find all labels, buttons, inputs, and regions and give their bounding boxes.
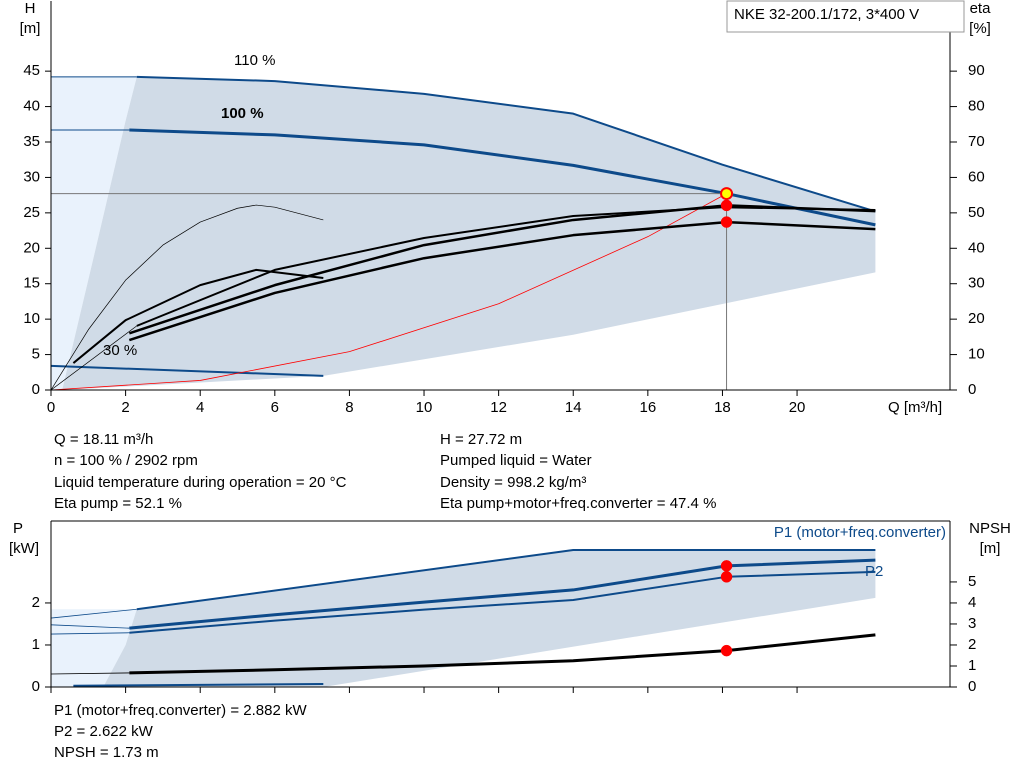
y-tick-label: 15 — [23, 275, 40, 292]
y-tick-label: 20 — [23, 239, 40, 256]
y-label: P — [13, 520, 23, 537]
curve — [129, 558, 876, 630]
curve — [50, 325, 138, 391]
info: Liquid temperature during operation = 20… — [54, 474, 347, 491]
y2-label: NPSH — [969, 520, 1011, 537]
curve — [50, 193, 727, 391]
y2-tick-label: 70 — [968, 133, 985, 150]
x-label: Q [m³/h] — [888, 399, 942, 416]
curve — [129, 128, 876, 227]
curve — [128, 204, 876, 335]
y2-tick-label: 80 — [968, 98, 985, 115]
curve — [136, 206, 876, 327]
info: Eta pump = 52.1 % — [54, 495, 182, 512]
info: NPSH = 1.73 m — [54, 744, 159, 761]
curve — [72, 268, 324, 364]
info: n = 100 % / 2902 rpm — [54, 452, 198, 469]
info: Density = 998.2 kg/m³ — [440, 474, 586, 491]
operating-range — [62, 76, 876, 390]
x-tick-label: 14 — [565, 399, 582, 416]
y-tick-label: 35 — [23, 133, 40, 150]
curve — [73, 683, 324, 687]
y2-tick-label: 5 — [968, 573, 976, 590]
duty-point — [720, 187, 734, 201]
curve — [50, 364, 324, 377]
duty-point — [720, 644, 733, 657]
y-label: H — [25, 0, 36, 17]
y-tick-label: 10 — [23, 310, 40, 327]
y2-unit: [%] — [969, 20, 991, 37]
duty-point — [720, 571, 733, 583]
curve — [129, 570, 876, 634]
info: P2 = 2.622 kW — [54, 723, 154, 740]
curve — [50, 608, 137, 619]
info: P1 (motor+freq.converter) = 2.882 kW — [54, 702, 307, 719]
curve — [136, 75, 876, 213]
info: Pumped liquid = Water — [440, 452, 592, 469]
x-tick-label: 0 — [47, 399, 55, 416]
curve-label: 100 % — [221, 105, 264, 122]
x-tick-label: 2 — [121, 399, 129, 416]
curve-label: P1 (motor+freq.converter) — [774, 524, 946, 541]
points — [720, 187, 734, 657]
curve — [128, 220, 876, 342]
duty-point — [720, 199, 733, 212]
y-tick-label: 30 — [23, 168, 40, 185]
y2-tick-label: 4 — [968, 594, 976, 611]
info: H = 27.72 m — [440, 431, 522, 448]
x-tick-label: 8 — [345, 399, 353, 416]
y2-tick-label: 20 — [968, 310, 985, 327]
header: NKE 32-200.1/172, 3*400 V — [734, 6, 919, 23]
y2-tick-label: 90 — [968, 62, 985, 79]
y2-tick-label: 60 — [968, 168, 985, 185]
y-unit: [kW] — [9, 540, 39, 557]
y2-tick-label: 30 — [968, 275, 985, 292]
info: Q = 18.11 m³/h — [54, 431, 153, 448]
y-tick-label: 5 — [32, 346, 40, 363]
info: Eta pump+motor+freq.converter = 47.4 % — [440, 495, 716, 512]
axes: 0 2 4 6 8 10 12 14 16 18 2005101520253035404501020… — [23, 1, 985, 695]
curve — [50, 632, 130, 635]
y-tick-label: 40 — [23, 98, 40, 115]
header-box — [726, 0, 965, 33]
x-tick-label: 16 — [640, 399, 657, 416]
x-tick-label: 6 — [271, 399, 279, 416]
operating-range — [51, 609, 137, 687]
curve — [136, 548, 876, 611]
curve — [129, 633, 876, 675]
y2-tick-label: 0 — [968, 678, 976, 695]
y2-tick-label: 1 — [968, 657, 976, 674]
curve — [50, 624, 130, 629]
x-tick-label: 20 — [789, 399, 806, 416]
y2-label: eta — [970, 0, 992, 17]
y-tick-label: 2 — [32, 594, 40, 611]
y-tick-label: 0 — [32, 381, 40, 398]
y2-tick-label: 10 — [968, 346, 985, 363]
x-tick-label: 12 — [490, 399, 507, 416]
x-tick-label: 18 — [714, 399, 731, 416]
x-tick-label: 10 — [416, 399, 433, 416]
curve-label: 110 % — [234, 52, 275, 69]
curve-label: 30 % — [103, 342, 137, 359]
curves — [50, 75, 876, 687]
y-unit: [m] — [20, 20, 41, 37]
y-tick-label: 0 — [32, 678, 40, 695]
y2-tick-label: 40 — [968, 239, 985, 256]
y2-tick-label: 3 — [968, 615, 976, 632]
y-tick-label: 45 — [23, 62, 40, 79]
operating-range — [51, 76, 137, 390]
y-tick-label: 25 — [23, 204, 40, 221]
y2-unit: [m] — [980, 540, 1001, 557]
x-tick-label: 4 — [196, 399, 204, 416]
curve — [50, 672, 130, 675]
y-tick-label: 1 — [32, 636, 40, 653]
curve-label: P2 — [865, 563, 883, 580]
y2-tick-label: 2 — [968, 636, 976, 653]
curve — [50, 204, 324, 391]
duty-point — [720, 560, 733, 572]
duty-point — [720, 216, 733, 228]
y2-tick-label: 0 — [968, 381, 976, 398]
y2-tick-label: 50 — [968, 204, 985, 221]
